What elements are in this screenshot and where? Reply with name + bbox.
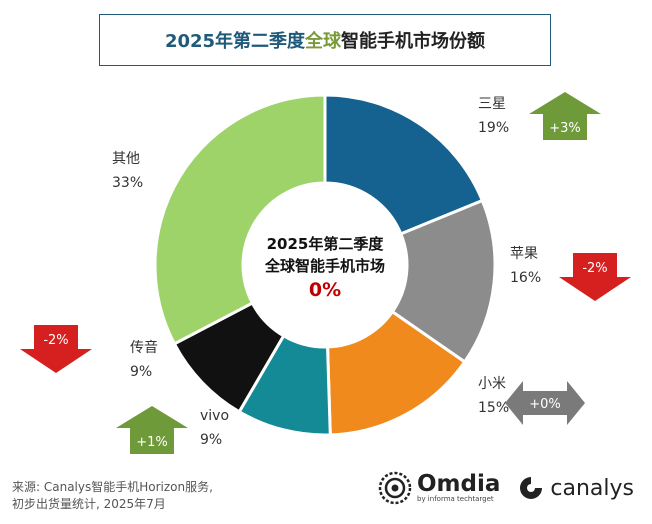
slice-value-vivo: 9% (200, 432, 222, 448)
center-value: 0% (309, 279, 341, 301)
slice-labels: 三星 19% 苹果 16% 小米 15% vivo 9% 传音 9% 其他 33% (112, 96, 541, 448)
center-line1: 2025年第二季度 (267, 235, 385, 253)
omdia-logo: Omdia by informa techtarget (378, 471, 500, 505)
source-note: 来源: Canalys智能手机Horizon服务, 初步出货量统计, 2025年… (12, 479, 213, 513)
logos: Omdia by informa techtarget canalys (378, 470, 634, 506)
slice-value-小米: 15% (478, 400, 509, 416)
center-line2: 全球智能手机市场 (264, 257, 385, 275)
canalys-logo: canalys (518, 475, 634, 501)
center-label: 2025年第二季度 全球智能手机市场 0% (264, 235, 385, 301)
arrow-shape-up (529, 92, 601, 140)
slice-label-其他: 其他 (112, 151, 140, 167)
donut-chart: 三星 19% 苹果 16% 小米 15% vivo 9% 传音 9% 其他 33% +3% -2% +0%… (20, 92, 631, 454)
arrow-shape-down (20, 325, 92, 373)
arrow-label-小米: +0% (529, 397, 561, 412)
omdia-wordmark: Omdia (417, 471, 501, 497)
arrow-label-传音: -2% (43, 333, 68, 348)
slice-label-传音: 传音 (130, 339, 158, 356)
change-arrow-苹果: -2% (559, 253, 631, 301)
arrow-shape-up (116, 406, 188, 454)
slice-label-三星: 三星 (478, 96, 506, 112)
change-arrows: +3% -2% +0% +1% -2% (20, 92, 631, 454)
slice-value-其他: 33% (112, 175, 143, 191)
title-highlight: 全球 (305, 31, 342, 52)
change-arrow-vivo: +1% (116, 406, 188, 454)
change-arrow-三星: +3% (529, 92, 601, 140)
slice-value-三星: 19% (478, 120, 509, 136)
arrow-label-三星: +3% (549, 121, 581, 136)
slice-label-vivo: vivo (200, 408, 229, 424)
arrow-label-苹果: -2% (582, 261, 607, 276)
title-suffix: 智能手机市场份额 (341, 31, 486, 52)
arrow-shape-flat (505, 381, 585, 425)
title-prefix: 2025年第二季度 (164, 31, 306, 52)
slice-value-传音: 9% (130, 364, 152, 380)
slice-苹果 (390, 198, 497, 364)
slice-三星 (323, 93, 485, 236)
arrow-label-vivo: +1% (136, 435, 168, 450)
slice-label-苹果: 苹果 (510, 246, 538, 262)
change-arrow-传音: -2% (20, 325, 92, 373)
source-line2: 初步出货量统计, 2025年7月 (12, 497, 166, 511)
canalys-mark-icon (520, 477, 543, 499)
source-line1: 来源: Canalys智能手机Horizon服务, (12, 480, 213, 494)
change-arrow-小米: +0% (505, 381, 585, 425)
omdia-mark-icon (378, 471, 412, 505)
chart-title: 2025年第二季度 全球 智能手机市场份额 (99, 14, 551, 66)
canalys-wordmark: canalys (550, 475, 634, 501)
slice-value-苹果: 16% (510, 270, 541, 286)
omdia-subtitle: by informa techtarget (417, 495, 494, 503)
donut-slices (153, 93, 497, 437)
arrow-shape-down (559, 253, 631, 301)
slice-其他 (153, 93, 327, 346)
slice-label-小米: 小米 (478, 376, 506, 392)
